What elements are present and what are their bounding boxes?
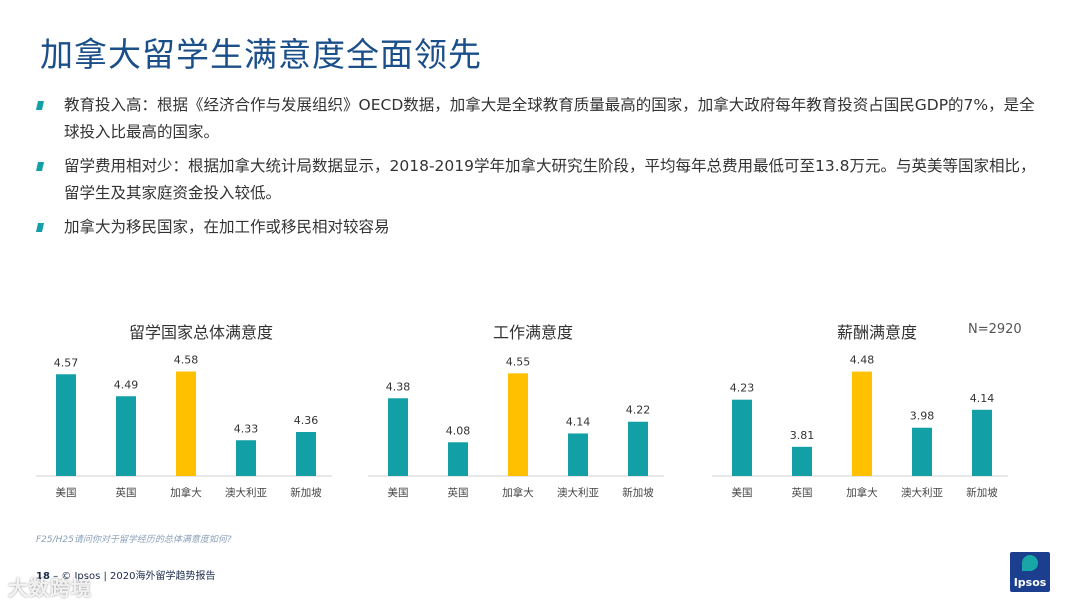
ipsos-logo: Ipsos <box>1010 552 1050 592</box>
bar-3 <box>912 427 932 476</box>
bullet-icon <box>36 101 44 110</box>
bar-0 <box>732 399 752 476</box>
chart-work-satisfaction: 工作满意度 4.38 美国 4.08 英国 4.55 加拿大 4.14 澳大利亚 4.22 新加坡 <box>368 318 668 508</box>
category-label: 澳大利亚 <box>557 486 599 499</box>
bar-chart-svg: 工作满意度 4.38 美国 4.08 英国 4.55 加拿大 4.14 澳大利亚 4.22 新加坡 <box>368 323 664 499</box>
category-label: 英国 <box>792 486 813 499</box>
data-label: 4.36 <box>294 414 319 427</box>
data-label: 4.23 <box>730 382 755 395</box>
bar-4 <box>628 421 648 476</box>
logo-text: Ipsos <box>1013 576 1047 589</box>
bullet-text: 加拿大为移民国家，在加工作或移民相对较容易 <box>64 218 390 236</box>
data-label: 3.98 <box>910 410 935 423</box>
bullet-item: 加拿大为移民国家，在加工作或移民相对较容易 <box>36 214 1046 241</box>
bar-2 <box>508 373 528 476</box>
category-label: 英国 <box>116 486 137 499</box>
bar-chart-svg: 留学国家总体满意度 4.57 美国 4.49 英国 4.58 加拿大 4.33 澳大利亚 4.36… <box>36 323 332 499</box>
bullet-item: 教育投入高：根据《经济合作与发展组织》OECD数据，加拿大是全球教育质量最高的国… <box>36 92 1046 146</box>
bullet-list: 教育投入高：根据《经济合作与发展组织》OECD数据，加拿大是全球教育质量最高的国… <box>36 92 1046 248</box>
chart-title: 留学国家总体满意度 <box>129 323 273 342</box>
chart-overall-satisfaction: 留学国家总体满意度 4.57 美国 4.49 英国 4.58 加拿大 4.33 澳大利亚 4.36… <box>36 318 336 508</box>
bar-0 <box>56 374 76 476</box>
footer: 18 – © Ipsos | 2020海外留学趋势报告 <box>36 567 215 582</box>
category-label: 加拿大 <box>846 486 878 499</box>
bar-0 <box>388 398 408 476</box>
data-label: 4.33 <box>234 422 259 435</box>
data-label: 4.14 <box>566 415 591 428</box>
category-label: 澳大利亚 <box>225 486 267 499</box>
chart-title: 薪酬满意度 <box>837 323 917 342</box>
bullet-icon <box>36 162 44 171</box>
data-label: 4.58 <box>174 354 199 367</box>
bar-2 <box>176 371 196 476</box>
sample-size-label: N=2920 <box>968 322 1022 337</box>
category-label: 加拿大 <box>502 486 534 499</box>
category-label: 美国 <box>388 486 409 499</box>
source-note: F25/H25请问你对于留学经历的总体满意度如何? <box>36 535 232 545</box>
data-label: 4.14 <box>970 392 995 405</box>
chart-title: 工作满意度 <box>493 323 573 342</box>
footer-text: – © Ipsos | 2020海外留学趋势报告 <box>53 571 216 582</box>
bar-1 <box>116 396 136 476</box>
watermark: 大数跨境 <box>8 576 92 600</box>
bar-4 <box>972 409 992 476</box>
data-label: 4.38 <box>386 380 411 393</box>
page-title: 加拿大留学生满意度全面领先 <box>40 35 482 74</box>
data-label: 4.57 <box>54 356 79 369</box>
data-label: 4.22 <box>626 404 651 417</box>
bar-4 <box>296 432 316 476</box>
category-label: 美国 <box>56 486 77 499</box>
bar-chart-svg: 薪酬满意度 4.23 美国 3.81 英国 4.48 加拿大 3.98 澳大利亚 4.14 新加坡 <box>712 323 1008 499</box>
bullet-item: 留学费用相对少：根据加拿大统计局数据显示，2018-2019学年加拿大研究生阶段… <box>36 153 1046 207</box>
bar-2 <box>852 371 872 476</box>
chart-salary-satisfaction: 薪酬满意度 4.23 美国 3.81 英国 4.48 加拿大 3.98 澳大利亚 4.14 新加坡 <box>712 318 1012 508</box>
bar-3 <box>568 433 588 476</box>
data-label: 4.08 <box>446 424 471 437</box>
bullet-icon <box>36 223 44 232</box>
category-label: 新加坡 <box>966 486 998 499</box>
data-label: 3.81 <box>790 429 815 442</box>
bar-1 <box>448 442 468 476</box>
bullet-text: 教育投入高：根据《经济合作与发展组织》OECD数据，加拿大是全球教育质量最高的国… <box>64 96 1035 141</box>
data-label: 4.48 <box>850 354 875 367</box>
category-label: 美国 <box>732 486 753 499</box>
category-label: 英国 <box>448 486 469 499</box>
category-label: 澳大利亚 <box>901 486 943 499</box>
page-number: 18 <box>36 571 50 582</box>
bar-3 <box>236 440 256 476</box>
category-label: 新加坡 <box>622 486 654 499</box>
bar-1 <box>792 446 812 476</box>
bullet-text: 留学费用相对少：根据加拿大统计局数据显示，2018-2019学年加拿大研究生阶段… <box>64 157 1036 202</box>
data-label: 4.55 <box>506 355 531 368</box>
category-label: 新加坡 <box>290 486 322 499</box>
category-label: 加拿大 <box>170 486 202 499</box>
data-label: 4.49 <box>114 378 139 391</box>
ipsos-logo-icon <box>1022 555 1038 571</box>
